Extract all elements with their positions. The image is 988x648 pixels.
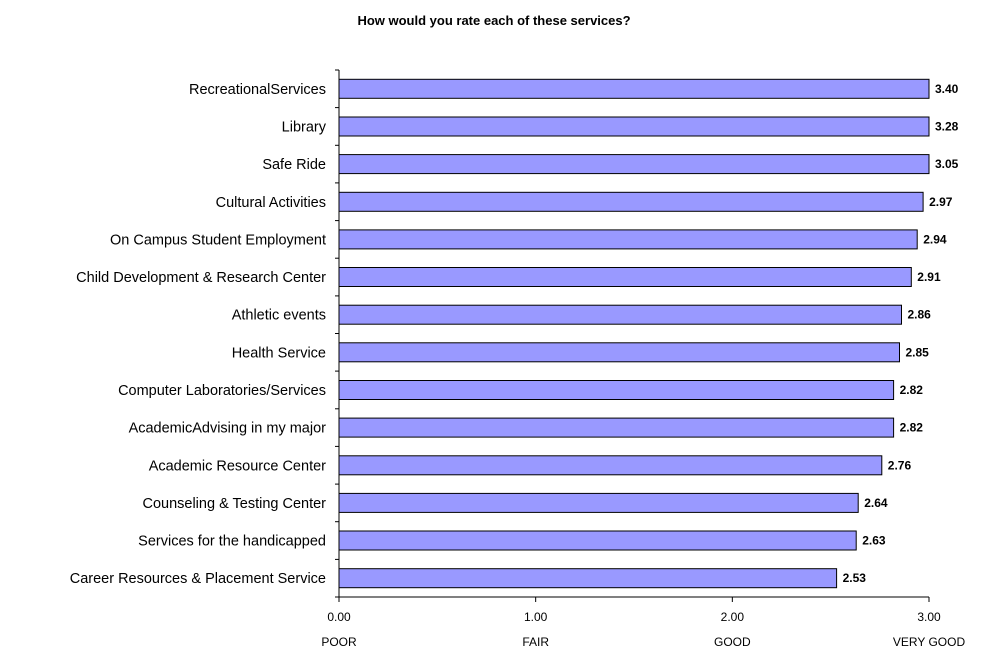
- category-label: Athletic events: [232, 308, 326, 324]
- category-label: Career Resources & Placement Service: [70, 571, 326, 587]
- value-label: 2.97: [929, 195, 953, 209]
- bar: [338, 342, 900, 363]
- value-label: 3.28: [935, 120, 959, 134]
- value-label: 2.91: [917, 270, 941, 284]
- bar: [338, 492, 859, 513]
- value-label: 2.53: [843, 571, 867, 585]
- x-tick-sublabel: FAIR: [522, 635, 549, 648]
- axis-layer: 0.00 POOR 1.00 FAIR 2.00 GOOD 3.00 VERY GOOD: [321, 69, 966, 648]
- bar: [338, 455, 883, 476]
- category-label: Library: [282, 120, 327, 136]
- category-label: Child Development & Research Center: [76, 270, 326, 286]
- x-tick-label: 2.00: [721, 610, 745, 624]
- chart-title: How would you rate each of these service…: [357, 13, 630, 28]
- value-label: 2.85: [906, 345, 930, 359]
- bar: [338, 78, 930, 99]
- category-label: Health Service: [232, 345, 326, 361]
- category-label: AcademicAdvising in my major: [129, 421, 327, 437]
- category-label: RecreationalServices: [189, 82, 326, 98]
- x-tick-label: 3.00: [917, 610, 941, 624]
- bar: [338, 154, 930, 175]
- bar: [338, 116, 930, 137]
- category-label: Cultural Activities: [216, 195, 326, 211]
- value-label: 2.82: [900, 421, 924, 435]
- bars-layer: RecreationalServices 3.40 Library 3.28 Safe …: [70, 78, 959, 589]
- category-label: Services for the handicapped: [138, 534, 326, 550]
- value-label: 2.63: [862, 534, 886, 548]
- bar: [338, 229, 918, 250]
- bar: [338, 267, 912, 287]
- value-label: 2.94: [923, 232, 947, 246]
- bar: [338, 417, 895, 438]
- category-label: Counseling & Testing Center: [142, 496, 326, 512]
- value-label: 3.40: [935, 82, 959, 96]
- bar: [338, 530, 857, 551]
- category-label: Computer Laboratories/Services: [118, 383, 326, 399]
- category-label: On Campus Student Employment: [110, 232, 326, 248]
- bar: [338, 304, 902, 325]
- x-tick-sublabel: POOR: [321, 635, 357, 648]
- x-tick-sublabel: GOOD: [714, 635, 751, 648]
- category-label: Academic Resource Center: [149, 458, 326, 474]
- value-label: 2.76: [888, 458, 912, 472]
- bar: [338, 191, 924, 212]
- value-label: 2.82: [900, 383, 924, 397]
- value-label: 3.05: [935, 157, 959, 171]
- value-label: 2.86: [908, 308, 932, 322]
- bar: [338, 568, 838, 589]
- x-tick-label: 0.00: [327, 610, 351, 624]
- value-label: 2.64: [864, 496, 888, 510]
- bar: [338, 380, 895, 400]
- x-tick-sublabel: VERY GOOD: [893, 635, 966, 648]
- x-tick-label: 1.00: [524, 610, 548, 624]
- category-label: Safe Ride: [262, 157, 326, 173]
